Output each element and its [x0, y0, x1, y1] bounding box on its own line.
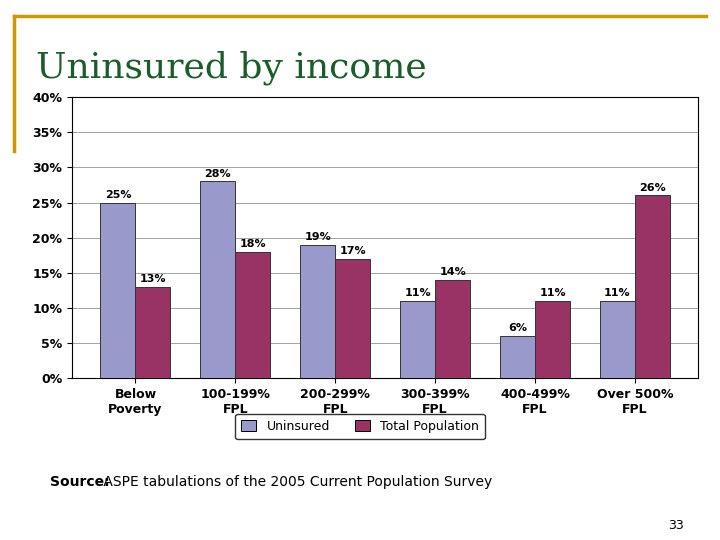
Text: ASPE tabulations of the 2005 Current Population Survey: ASPE tabulations of the 2005 Current Pop… [99, 475, 492, 489]
Bar [500, 336, 535, 378]
Bar [435, 280, 470, 378]
Text: 17%: 17% [339, 246, 366, 256]
Text: Uninsured by income: Uninsured by income [36, 50, 427, 85]
Text: 11%: 11% [405, 288, 431, 298]
Bar [400, 301, 435, 378]
Bar [200, 181, 235, 378]
Text: 6%: 6% [508, 323, 527, 333]
Text: 33: 33 [668, 519, 684, 532]
Bar [635, 195, 670, 378]
Text: 14%: 14% [439, 267, 466, 277]
Bar [101, 202, 135, 378]
Legend: Uninsured, Total Population: Uninsured, Total Population [235, 414, 485, 439]
Text: 11%: 11% [539, 288, 566, 298]
Text: 26%: 26% [639, 183, 666, 193]
Text: 13%: 13% [140, 274, 166, 284]
Bar [336, 259, 370, 378]
Bar [300, 245, 336, 378]
Text: 25%: 25% [104, 190, 131, 200]
Bar [600, 301, 635, 378]
Text: 18%: 18% [240, 239, 266, 249]
Bar [135, 287, 171, 378]
Text: Source:: Source: [50, 475, 110, 489]
Text: 19%: 19% [305, 232, 331, 242]
Text: 28%: 28% [204, 168, 231, 179]
Bar [535, 301, 570, 378]
Bar [235, 252, 270, 378]
Text: 11%: 11% [604, 288, 631, 298]
